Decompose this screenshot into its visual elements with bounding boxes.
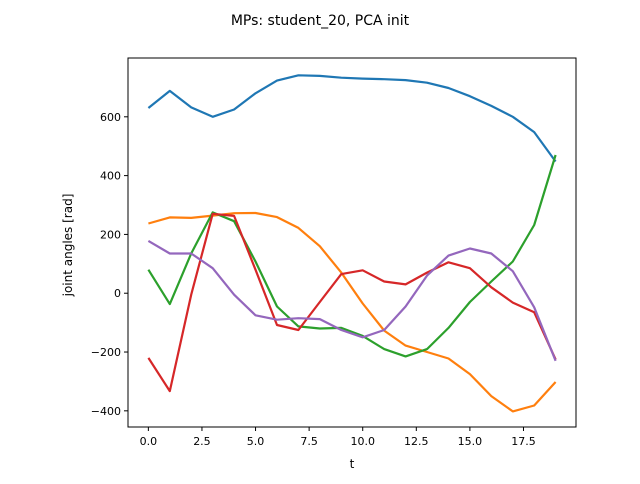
x-axis-label: t [350, 457, 355, 471]
y-tick-label: 400 [100, 170, 121, 183]
x-tick-label: 0.0 [140, 435, 158, 448]
plot-area [147, 74, 557, 413]
series-line-5 [147, 239, 557, 362]
x-tick-label: 2.5 [193, 435, 211, 448]
y-tick-label: 0 [114, 287, 121, 300]
x-tick-label: 15.0 [458, 435, 483, 448]
y-axis: −400 −200 0 200 400 600 [91, 111, 128, 418]
series-line-1 [147, 74, 557, 163]
x-tick-label: 17.5 [511, 435, 536, 448]
x-axis: 0.0 2.5 5.0 7.5 10.0 12.5 15.0 17.5 [140, 427, 536, 448]
axes-frame [127, 57, 577, 428]
chart-title: MPs: student_20, PCA init [231, 13, 410, 29]
y-tick-label: 200 [100, 228, 121, 241]
y-tick-label: −200 [91, 346, 121, 359]
x-tick-label: 10.0 [350, 435, 375, 448]
y-tick-label: −400 [91, 405, 121, 418]
series-line-2 [148, 211, 557, 413]
y-axis-label: joint angles [rad] [61, 194, 75, 298]
series-line-4 [147, 212, 557, 393]
y-tick-label: 600 [100, 111, 121, 124]
x-tick-label: 5.0 [247, 435, 265, 448]
x-tick-label: 12.5 [404, 435, 429, 448]
x-tick-label: 7.5 [300, 435, 318, 448]
